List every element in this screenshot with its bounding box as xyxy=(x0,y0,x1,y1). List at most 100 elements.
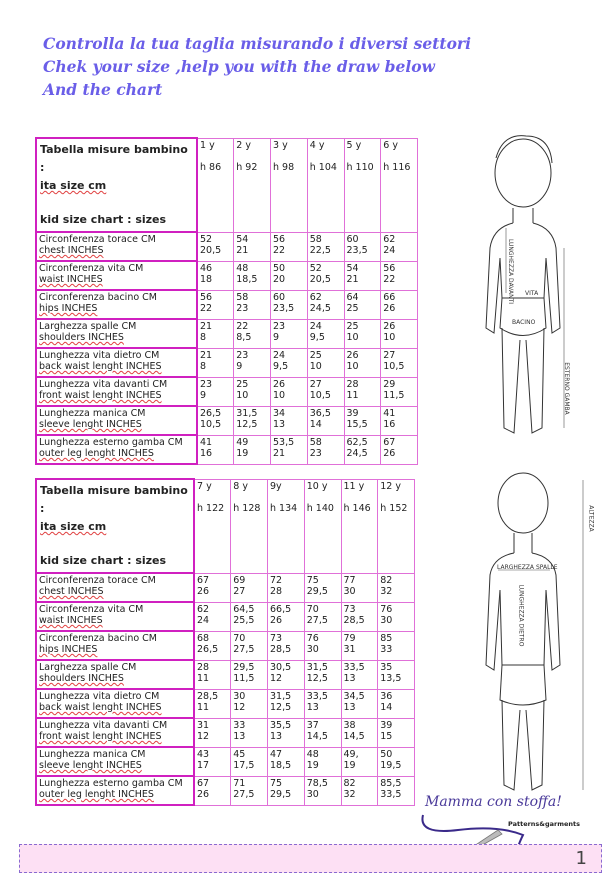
measure-label: Lunghezza esterno gamba CM outer leg leng… xyxy=(35,775,195,806)
size-height: h 134 xyxy=(270,502,298,514)
measure-label-en: back waist lenght INCHES xyxy=(39,361,162,372)
measure-cell: 35 13,5 xyxy=(377,659,415,690)
measure-cell: 38 14,5 xyxy=(340,717,379,748)
value-inches: 11 xyxy=(197,672,210,684)
value-cm: 38 xyxy=(343,719,356,731)
value-inches: 26 xyxy=(383,447,396,459)
value-inches: 12,5 xyxy=(306,672,328,684)
value-inches: 24,5 xyxy=(309,302,331,314)
measure-label-it: Circonferenza torace CM xyxy=(39,234,156,245)
value-inches: 33 xyxy=(380,643,393,655)
table-row: Lunghezza manica CM sleeve lenght INCHES 2… xyxy=(35,405,418,436)
value-inches: 28,5 xyxy=(270,643,292,655)
value-inches: 30 xyxy=(343,585,356,597)
value-cm: 62 xyxy=(197,603,210,615)
value-inches: 22 xyxy=(200,302,213,314)
value-cm: 75 xyxy=(270,777,283,789)
measure-cell: 41 16 xyxy=(380,405,418,436)
value-inches: 12 xyxy=(270,672,283,684)
value-inches: 30 xyxy=(306,788,319,800)
measure-label: Circonferenza bacino CM hips INCHES xyxy=(35,289,198,320)
measure-cell: 73 28,5 xyxy=(267,630,305,661)
measure-cell: 31 12 xyxy=(193,717,232,748)
measure-cell: 82 32 xyxy=(377,572,415,603)
value-cm: 30,5 xyxy=(270,661,292,673)
title-line-3: kid size chart : sizes xyxy=(40,554,167,567)
value-cm: 85,5 xyxy=(380,777,402,789)
value-cm: 39 xyxy=(380,719,393,731)
measure-cell: 27 10,5 xyxy=(306,376,345,407)
value-cm: 73 xyxy=(270,632,283,644)
measure-cell: 56 22 xyxy=(196,289,235,320)
value-cm: 75 xyxy=(306,574,319,586)
measure-label: Lunghezza vita davanti CM front waist len… xyxy=(35,717,195,748)
value-cm: 49 xyxy=(236,436,249,448)
measure-cell: 62 24,5 xyxy=(306,289,345,320)
measure-cell: 76 30 xyxy=(303,630,342,661)
value-inches: 10 xyxy=(309,360,322,372)
value-cm: 47 xyxy=(270,748,283,760)
measure-cell: 73 28,5 xyxy=(340,601,379,632)
measure-cell: 33,5 13 xyxy=(340,659,379,690)
measure-cell: 56 22 xyxy=(380,260,418,291)
intro-line-chart: And the chart xyxy=(43,80,163,99)
value-cm: 79 xyxy=(343,632,356,644)
measure-label-en: outer leg lenght INCHES xyxy=(39,448,154,459)
measure-cell: 54 21 xyxy=(233,231,271,262)
measure-label-en: sleeve lenght INCHES xyxy=(39,760,142,771)
value-cm: 43 xyxy=(197,748,210,760)
table-row: Lunghezza manica CM sleeve lenght INCHES 4… xyxy=(35,746,415,777)
measure-cell: 64,5 25,5 xyxy=(230,601,268,632)
label-front-length: LUNGHEZZA DAVANTI xyxy=(507,238,515,305)
measure-cell: 36 14 xyxy=(377,688,415,719)
value-cm: 25 xyxy=(346,320,359,332)
value-inches: 13 xyxy=(233,730,246,742)
value-inches: 17 xyxy=(197,759,210,771)
value-inches: 27,5 xyxy=(306,614,328,626)
value-inches: 21 xyxy=(346,273,359,285)
intro-line-english: Chek your size ,help you with the draw b… xyxy=(43,57,435,76)
measure-label-it: Larghezza spalle CM xyxy=(39,662,137,673)
value-inches: 19,5 xyxy=(380,759,402,771)
measure-cell: 28 11 xyxy=(193,659,232,690)
value-cm: 36,5 xyxy=(309,407,331,419)
value-cm: 23 xyxy=(236,349,249,361)
table-row: Lunghezza esterno gamba CM outer leg leng… xyxy=(35,775,415,806)
table-row: Lunghezza vita davanti CM front waist len… xyxy=(35,376,418,407)
intro-text: Controlla la tua taglia misurando i dive… xyxy=(43,32,471,101)
size-age: 11 y xyxy=(343,480,365,492)
value-inches: 10 xyxy=(273,389,286,401)
size-column-header: 6 y h 116 xyxy=(380,137,418,233)
value-inches: 20,5 xyxy=(309,273,331,285)
value-inches: 10 xyxy=(346,360,359,372)
measure-cell: 82 32 xyxy=(340,775,379,806)
value-cm: 58 xyxy=(236,291,249,303)
measure-cell: 67 26 xyxy=(193,572,232,603)
value-inches: 23,5 xyxy=(273,302,295,314)
value-cm: 66 xyxy=(383,291,396,303)
measure-cell: 41 16 xyxy=(196,434,235,465)
measure-cell: 58 23 xyxy=(233,289,271,320)
label-back-length: LUNGHEZZA DIETRO xyxy=(517,584,525,647)
measure-cell: 49 19 xyxy=(233,434,271,465)
size-height: h 86 xyxy=(200,161,222,173)
measure-label-it: Circonferenza torace CM xyxy=(39,575,156,586)
measure-cell: 69 27 xyxy=(230,572,268,603)
size-age: 1 y xyxy=(200,139,215,151)
measure-label-it: Circonferenza vita CM xyxy=(39,604,144,615)
measure-label-en: outer leg lenght INCHES xyxy=(39,789,154,800)
size-column-header: 1 y h 86 xyxy=(196,137,235,233)
measure-cell: 24 9,5 xyxy=(306,318,345,349)
value-cm: 78,5 xyxy=(306,777,328,789)
measure-cell: 45 17,5 xyxy=(230,746,268,777)
measure-cell: 68 26,5 xyxy=(193,630,232,661)
label-hips: BACINO xyxy=(512,319,536,326)
measure-label-en: chest INCHES xyxy=(39,586,104,597)
measure-cell: 27 10,5 xyxy=(380,347,418,378)
value-inches: 13 xyxy=(306,701,319,713)
measure-cell: 39 15,5 xyxy=(343,405,382,436)
value-cm: 67 xyxy=(383,436,396,448)
value-cm: 27 xyxy=(383,349,396,361)
table-title: Tabella misure bambino : ita size cm kid s… xyxy=(35,137,198,233)
value-inches: 19 xyxy=(236,447,249,459)
